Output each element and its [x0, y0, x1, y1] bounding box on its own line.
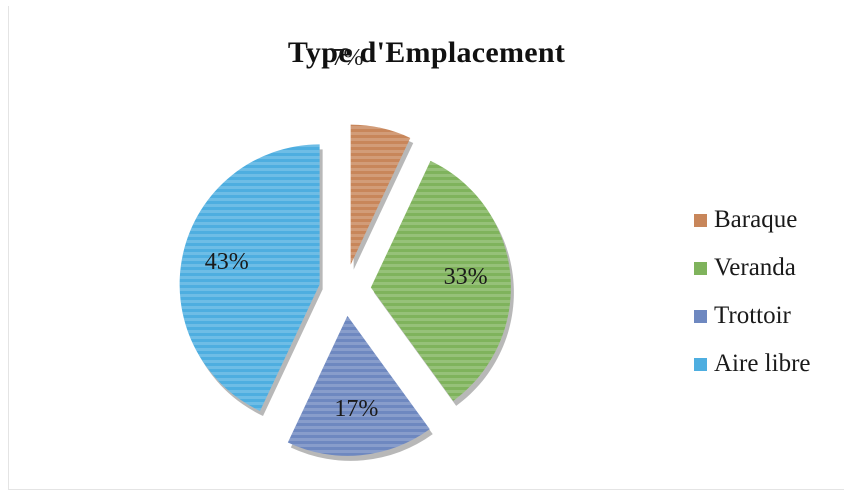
chart-frame	[8, 6, 844, 490]
data-label-trottoir: 17%	[334, 396, 378, 422]
pie-slice-texture-baraque	[350, 124, 411, 265]
legend-label-trottoir: Trottoir	[714, 302, 791, 329]
data-label-aire-libre: 43%	[205, 249, 249, 275]
legend-swatch-veranda	[694, 261, 707, 275]
legend-label-aire-libre: Aire libre	[714, 350, 811, 377]
data-label-baraque: 7%	[331, 45, 363, 71]
legend-item-baraque: Baraque	[694, 196, 810, 244]
pie-slice-texture-veranda	[370, 160, 511, 401]
legend-swatch-baraque	[694, 213, 707, 227]
pie-slice-texture-aire-libre	[179, 144, 320, 412]
legend-item-trottoir: Trottoir	[694, 292, 810, 340]
data-label-veranda: 33%	[444, 264, 488, 290]
chart-legend: Baraque Veranda Trottoir Aire libre	[694, 196, 810, 388]
legend-label-baraque: Baraque	[714, 206, 798, 233]
chart-title: Type d'Emplacement	[287, 36, 566, 69]
legend-swatch-aire-libre	[694, 357, 707, 371]
legend-label-veranda: Veranda	[714, 254, 796, 281]
legend-item-aire-libre: Aire libre	[694, 340, 810, 388]
legend-item-veranda: Veranda	[694, 244, 810, 292]
pie-slice-texture-trottoir	[287, 315, 430, 456]
legend-swatch-trottoir	[694, 309, 707, 323]
